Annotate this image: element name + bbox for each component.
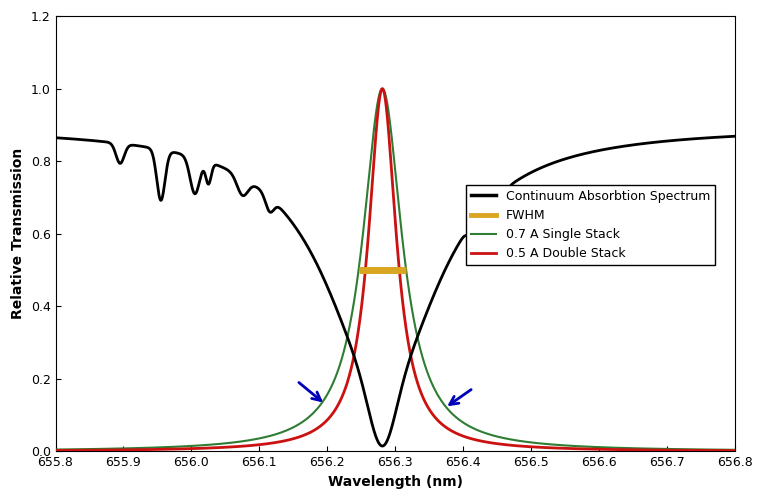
Legend: Continuum Absorbtion Spectrum, FWHM, 0.7 A Single Stack, 0.5 A Double Stack: Continuum Absorbtion Spectrum, FWHM, 0.7…: [466, 184, 715, 266]
Y-axis label: Relative Transmission: Relative Transmission: [11, 148, 25, 320]
X-axis label: Wavelength (nm): Wavelength (nm): [328, 475, 463, 489]
